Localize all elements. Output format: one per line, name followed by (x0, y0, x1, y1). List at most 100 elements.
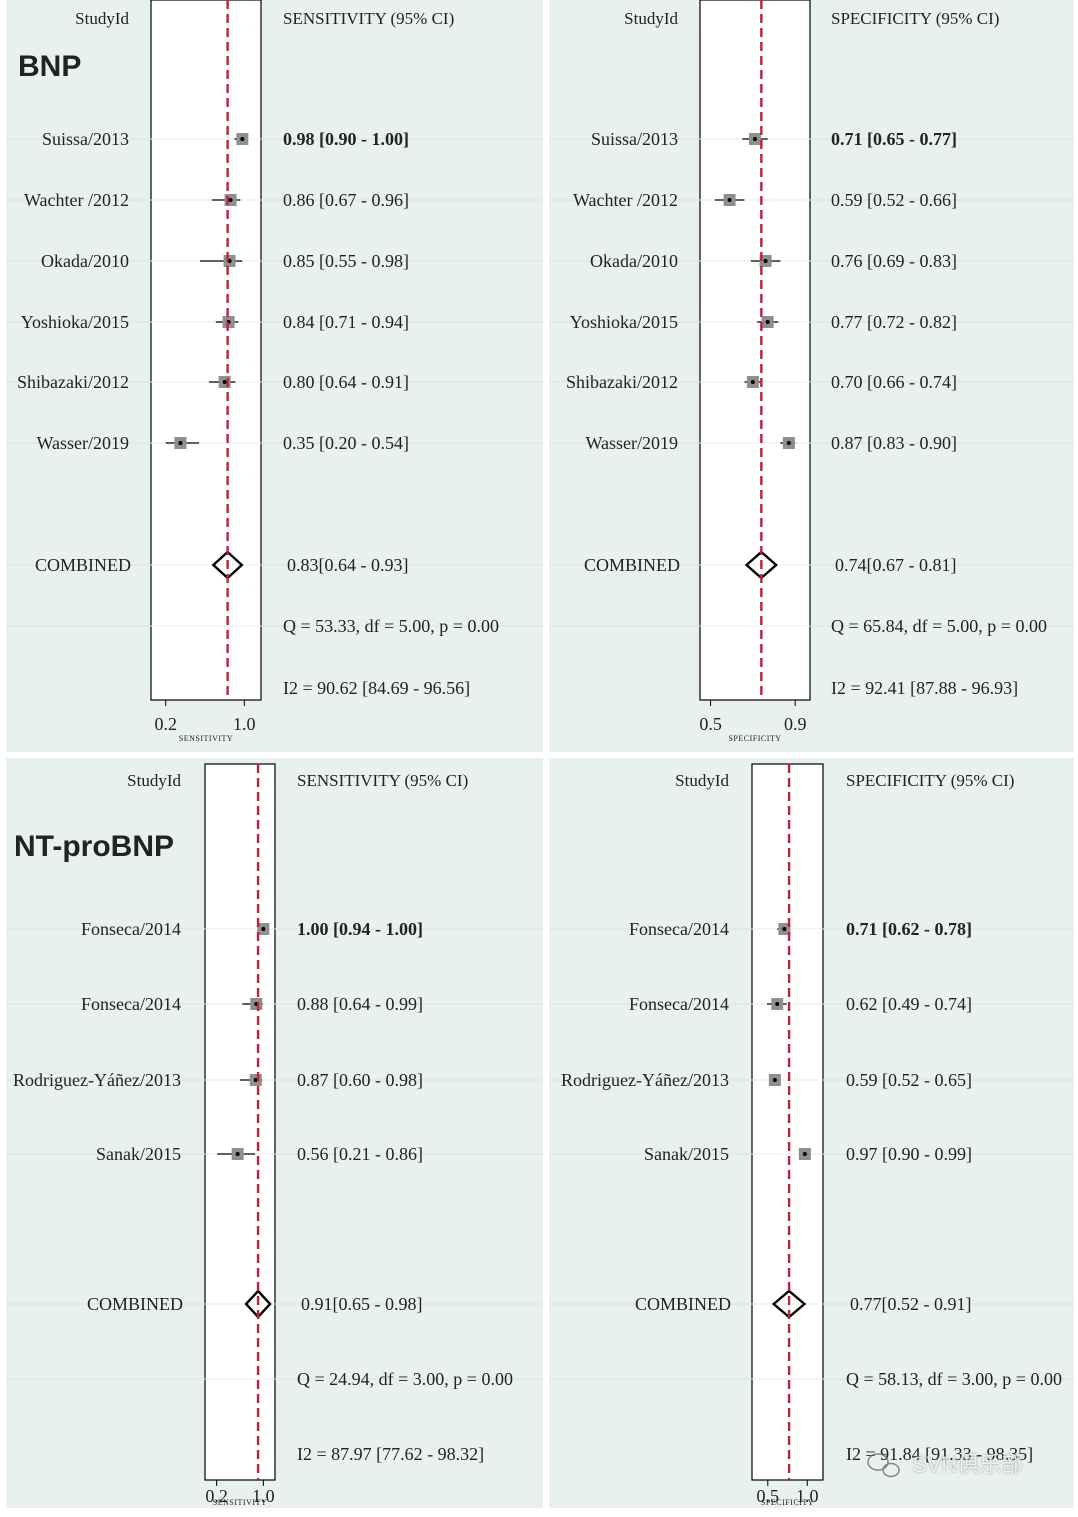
study-estimate: 0.87 [0.60 - 0.98] (297, 1070, 423, 1090)
study-estimate: 0.80 [0.64 - 0.91] (283, 372, 409, 392)
study-point (261, 927, 266, 931)
x-axis-label: SENSITIVITY (179, 734, 233, 743)
watermark-logo-icon (867, 1453, 900, 1478)
combined-diamond (744, 550, 778, 580)
study-name: Wasser/2019 (36, 433, 129, 453)
study-estimate: 0.71 [0.62 - 0.78] (846, 919, 972, 939)
x-tick-label: 1.0 (796, 1486, 819, 1506)
study-name: Wachter /2012 (24, 190, 129, 210)
q-statistic: Q = 65.84, df = 5.00, p = 0.00 (831, 616, 1047, 636)
study-estimate: 0.76 [0.69 - 0.83] (831, 251, 957, 271)
panel-background (549, 0, 1074, 752)
combined-estimate: 0.74[0.67 - 0.81] (835, 555, 956, 575)
x-tick-label: 0.2 (205, 1486, 228, 1506)
panel-label: NT-proBNP (14, 830, 174, 863)
study-estimate: 0.77 [0.72 - 0.82] (831, 312, 957, 332)
study-name: Suissa/2013 (42, 129, 129, 149)
study-point (775, 1002, 780, 1006)
combined-diamond (244, 1289, 272, 1319)
header-estimate: SENSITIVITY (95% CI) (283, 9, 454, 28)
study-estimate: 0.62 [0.49 - 0.74] (846, 994, 972, 1014)
study-point (750, 380, 755, 384)
combined-label: COMBINED (584, 555, 680, 575)
panel-label: BNP (18, 50, 81, 83)
study-estimate: 0.59 [0.52 - 0.66] (831, 190, 957, 210)
q-statistic: Q = 53.33, df = 5.00, p = 0.00 (283, 616, 499, 636)
i2-statistic: I2 = 87.97 [77.62 - 98.32] (297, 1444, 484, 1464)
study-name: Yoshioka/2015 (570, 312, 678, 332)
header-estimate: SPECIFICITY (95% CI) (846, 771, 1014, 790)
i2-statistic: I2 = 92.41 [87.88 - 96.93] (831, 678, 1018, 698)
study-name: Fonseca/2014 (81, 994, 181, 1014)
q-statistic: Q = 58.13, df = 3.00, p = 0.00 (846, 1369, 1062, 1389)
study-name: Okada/2010 (41, 251, 129, 271)
combined-estimate: 0.77[0.52 - 0.91] (850, 1294, 971, 1314)
chat-bubble-icon (867, 1453, 889, 1471)
header-study-id: StudyId (624, 9, 678, 28)
study-name: Sanak/2015 (644, 1144, 729, 1164)
panel-background (6, 0, 543, 752)
study-point (235, 1152, 240, 1156)
study-name: Sanak/2015 (96, 1144, 181, 1164)
i2-statistic: I2 = 91.84 [91.33 - 98.35] (846, 1444, 1033, 1464)
header-study-id: StudyId (127, 771, 181, 790)
x-axis-label: SPECIFICITY (761, 1498, 814, 1507)
study-estimate: 0.88 [0.64 - 0.99] (297, 994, 423, 1014)
study-point (222, 380, 227, 384)
combined-diamond (771, 1289, 807, 1319)
i2-statistic: I2 = 90.62 [84.69 - 96.56] (283, 678, 470, 698)
combined-estimate: 0.83[0.64 - 0.93] (287, 555, 408, 575)
x-tick-label: 1.0 (233, 714, 256, 734)
x-tick-label: 0.9 (784, 714, 807, 734)
study-estimate: 0.71 [0.65 - 0.77] (831, 129, 957, 149)
combined-label: COMBINED (35, 555, 131, 575)
study-point (753, 137, 757, 141)
combined-label: COMBINED (87, 1294, 183, 1314)
study-estimate: 0.59 [0.52 - 0.65] (846, 1070, 972, 1090)
study-point (727, 198, 732, 202)
study-estimate: 1.00 [0.94 - 1.00] (297, 919, 423, 939)
watermark: SVN俱乐部 (912, 1452, 1024, 1477)
study-name: Rodriguez-Yáñez/2013 (561, 1070, 729, 1090)
study-name: Shibazaki/2012 (566, 372, 678, 392)
combined-estimate: 0.91[0.65 - 0.98] (301, 1294, 422, 1314)
study-point (772, 1078, 777, 1082)
study-estimate: 0.84 [0.71 - 0.94] (283, 312, 409, 332)
combined-label: COMBINED (635, 1294, 731, 1314)
study-point (178, 441, 183, 445)
study-estimate: 0.56 [0.21 - 0.86] (297, 1144, 423, 1164)
study-estimate: 0.98 [0.90 - 1.00] (283, 129, 409, 149)
header-estimate: SPECIFICITY (95% CI) (831, 9, 999, 28)
x-tick-label: 1.0 (252, 1486, 275, 1506)
header-study-id: StudyId (75, 9, 129, 28)
study-name: Shibazaki/2012 (17, 372, 129, 392)
study-estimate: 0.35 [0.20 - 0.54] (283, 433, 409, 453)
study-name: Wachter /2012 (573, 190, 678, 210)
study-point (228, 198, 233, 202)
x-axis-label: SENSITIVITY (213, 1498, 267, 1507)
study-estimate: 0.70 [0.66 - 0.74] (831, 372, 957, 392)
x-tick-label: 0.5 (757, 1486, 780, 1506)
study-point (763, 259, 768, 263)
plot-area (204, 763, 276, 1481)
q-statistic: Q = 24.94, df = 3.00, p = 0.00 (297, 1369, 513, 1389)
study-point (240, 137, 245, 141)
header-estimate: SENSITIVITY (95% CI) (297, 771, 468, 790)
plot-area (699, 0, 811, 701)
study-point (765, 320, 770, 324)
x-tick-label: 0.2 (154, 714, 177, 734)
plot-area (751, 763, 824, 1481)
header-study-id: StudyId (675, 771, 729, 790)
study-point (782, 927, 787, 931)
study-name: Fonseca/2014 (629, 919, 729, 939)
chat-bubble-icon (882, 1462, 900, 1478)
plot-area (150, 0, 262, 701)
study-estimate: 0.97 [0.90 - 0.99] (846, 1144, 972, 1164)
study-name: Yoshioka/2015 (21, 312, 129, 332)
study-name: Fonseca/2014 (81, 919, 181, 939)
study-name: Wasser/2019 (585, 433, 678, 453)
study-point (253, 1078, 258, 1082)
combined-diamond (211, 550, 244, 580)
study-estimate: 0.86 [0.67 - 0.96] (283, 190, 409, 210)
